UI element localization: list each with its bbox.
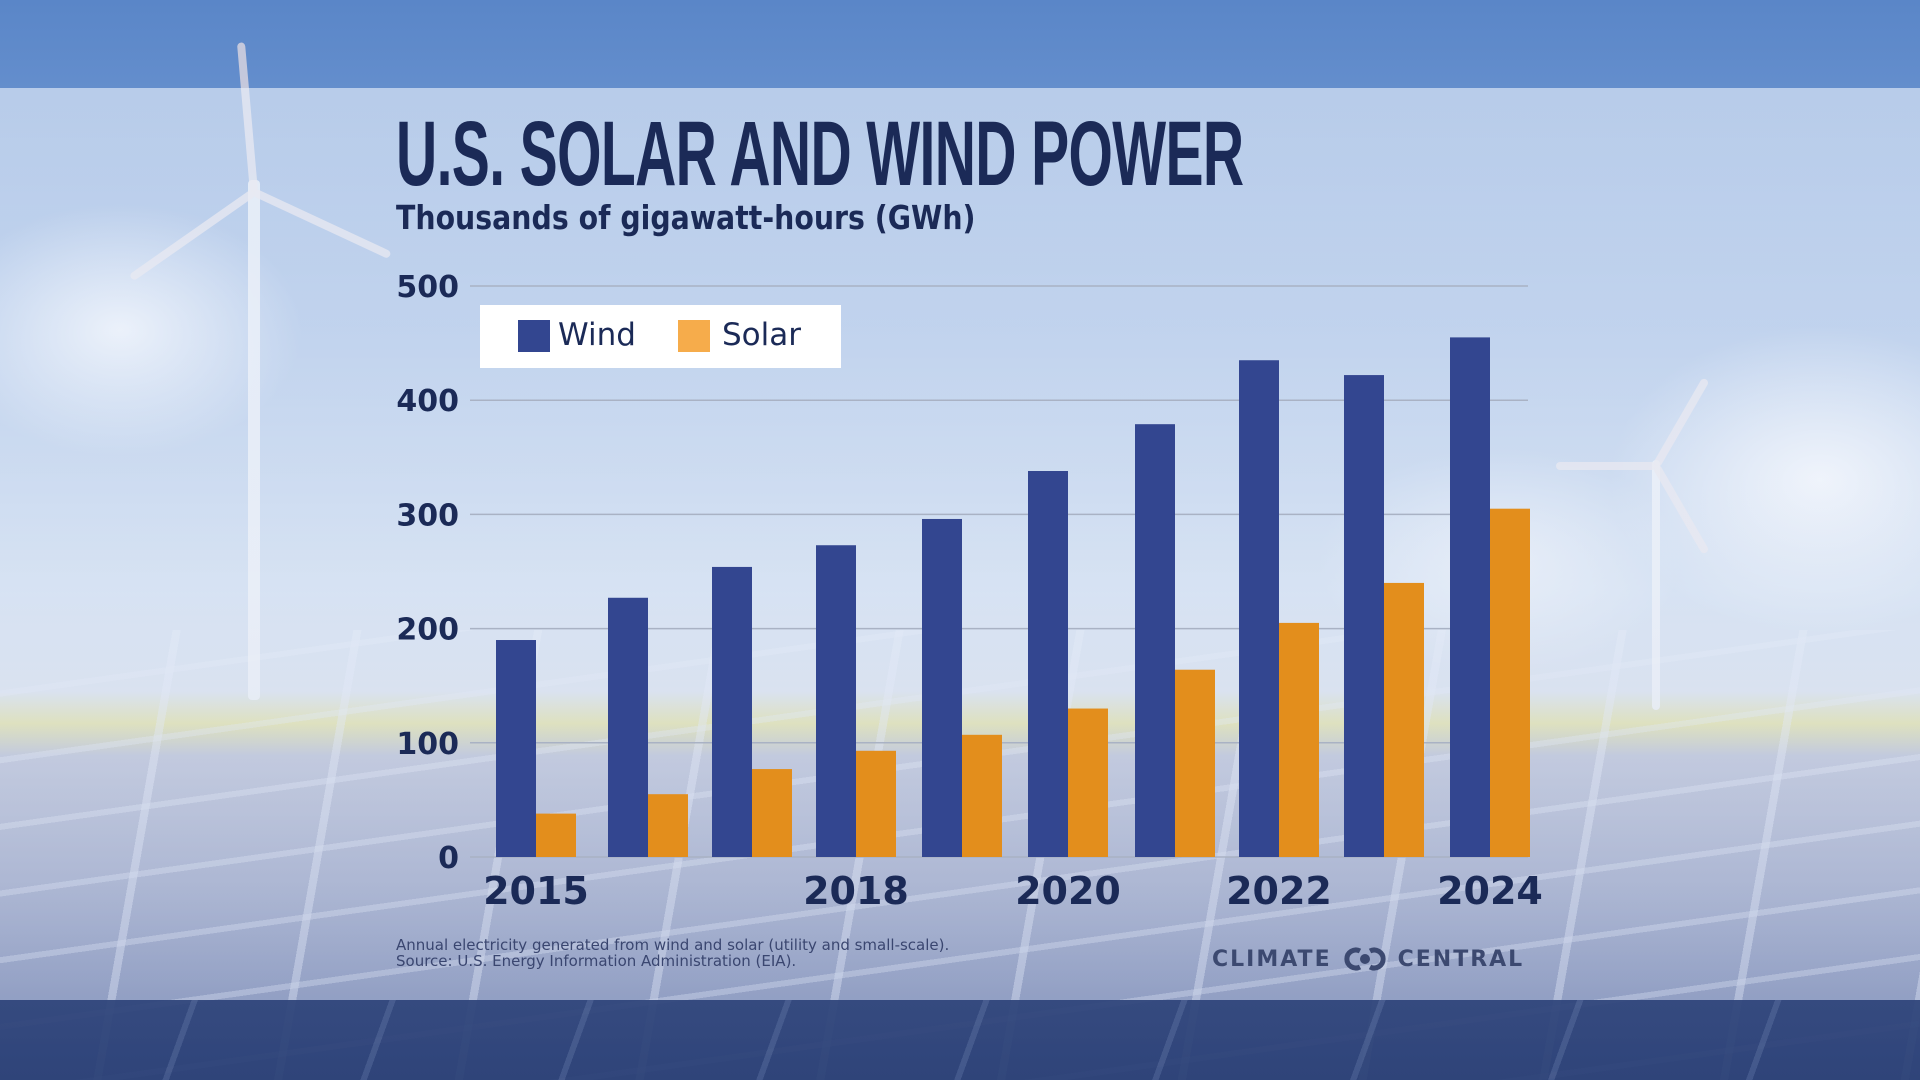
legend: Wind Solar: [480, 305, 841, 368]
y-axis-ticks: 0 100 200 300 400 500: [396, 270, 459, 876]
bar-solar-2024: [1490, 508, 1530, 857]
bar-solar-2015: [536, 813, 576, 857]
y-tick-label: 300: [396, 498, 459, 533]
bar-solar-2016: [648, 794, 688, 857]
climate-central-logo-icon: [1344, 947, 1386, 971]
bar-wind-2017: [712, 566, 752, 857]
bar-wind-2019: [922, 518, 962, 857]
climate-central-logo: CLIMATE CENTRAL: [1212, 946, 1525, 972]
footnote-source: Source: U.S. Energy Information Administ…: [396, 952, 797, 970]
bar-wind-2021: [1135, 424, 1175, 857]
bar-solar-2019: [962, 734, 1002, 857]
bar-solar-2018: [856, 750, 896, 857]
x-axis-ticks: 2015 2018 2020 2022 2024: [483, 869, 1543, 913]
chart-subtitle: Thousands of gigawatt-hours (GWh): [396, 198, 976, 237]
bar-wind-2022: [1239, 360, 1279, 857]
bar-solar-2021: [1175, 669, 1215, 857]
bar-solar-2022: [1279, 622, 1319, 857]
logo-text-central: CENTRAL: [1397, 946, 1525, 972]
x-tick-label: 2018: [803, 869, 909, 913]
bar-solar-2017: [752, 769, 792, 857]
bar-solar-2020: [1068, 708, 1108, 857]
legend-label-solar: Solar: [722, 317, 801, 353]
chart-title: U.S. SOLAR AND WIND POWER: [396, 103, 1244, 205]
x-tick-label: 2020: [1015, 869, 1121, 913]
x-tick-label: 2015: [483, 869, 589, 913]
bar-wind-2020: [1028, 471, 1068, 857]
y-tick-label: 0: [438, 841, 459, 876]
bar-wind-2023: [1344, 375, 1384, 857]
bar-wind-2018: [816, 545, 856, 857]
x-tick-label: 2022: [1226, 869, 1332, 913]
bar-wind-2016: [608, 597, 648, 857]
y-tick-label: 100: [396, 727, 459, 762]
bars: [496, 337, 1530, 857]
bar-wind-2024: [1450, 337, 1490, 857]
footnote: Annual electricity generated from wind a…: [396, 937, 949, 969]
bottom-band: [0, 1000, 1920, 1080]
legend-swatch-solar: [678, 320, 710, 352]
legend-label-wind: Wind: [558, 317, 636, 353]
y-tick-label: 400: [396, 384, 459, 419]
bar-solar-2023: [1384, 582, 1424, 857]
bar-wind-2015: [496, 640, 536, 857]
logo-text-climate: CLIMATE: [1212, 946, 1332, 972]
legend-swatch-wind: [518, 320, 550, 352]
y-tick-label: 200: [396, 613, 459, 648]
footnote-description: Annual electricity generated from wind a…: [396, 936, 950, 954]
y-tick-label: 500: [396, 270, 459, 305]
x-tick-label: 2024: [1437, 869, 1543, 913]
